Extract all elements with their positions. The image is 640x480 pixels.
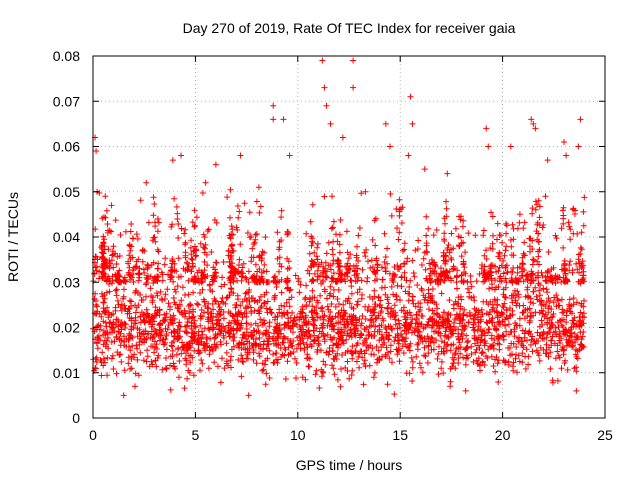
data-point-outlier <box>530 120 537 127</box>
data-point-outlier <box>575 143 582 150</box>
y-tick-label: 0.08 <box>53 48 80 64</box>
data-point-outlier <box>382 120 389 127</box>
x-tick-labels: 0 5 10 15 20 25 <box>89 427 613 443</box>
y-tick-label: 0.07 <box>53 93 80 109</box>
x-tick-label: 5 <box>192 427 200 443</box>
y-tick-label: 0.02 <box>53 320 80 336</box>
data-point-outlier <box>270 116 277 123</box>
y-tick-label: 0.06 <box>53 139 80 155</box>
data-point-outlier <box>237 152 244 159</box>
data-point-outlier <box>350 84 357 91</box>
data-point-outlier <box>386 143 393 150</box>
data-point-outlier <box>573 387 580 394</box>
data-point-outlier <box>319 57 326 64</box>
y-tick-label: 0.03 <box>53 274 80 290</box>
y-tick-label: 0.05 <box>53 184 80 200</box>
data-point-outlier <box>544 157 551 164</box>
data-point-outlier <box>255 184 262 191</box>
data-point-outlier <box>462 387 469 394</box>
data-point-outlier <box>407 93 414 100</box>
data-point-outlier <box>321 84 328 91</box>
data-point-outlier <box>339 134 346 141</box>
data-point-outlier <box>577 116 584 123</box>
x-tick-label: 15 <box>392 427 408 443</box>
data-point-outlier <box>409 120 416 127</box>
data-point-outlier <box>178 152 185 159</box>
data-point-outlier <box>286 152 293 159</box>
data-point-outlier <box>532 125 539 132</box>
y-tick-labels: 0 0.01 0.02 0.03 0.04 0.05 0.06 0.07 0.08 <box>53 48 80 426</box>
data-point-outlier <box>245 392 252 399</box>
grid-lines <box>93 56 605 418</box>
data-point-outlier <box>212 161 219 168</box>
x-tick-label: 10 <box>290 427 306 443</box>
data-point-outlier <box>108 202 115 209</box>
data-point-outlier <box>483 125 490 132</box>
data-point-outlier <box>561 138 568 145</box>
x-tick-label: 20 <box>495 427 511 443</box>
data-point-outlier <box>93 148 100 155</box>
data-point-outlier <box>202 179 209 186</box>
data-point-outlier <box>362 188 369 195</box>
data-point-outlier <box>507 143 514 150</box>
chart-title: Day 270 of 2019, Rate Of TEC Index for r… <box>183 20 516 36</box>
data-point-outlier <box>327 120 334 127</box>
data-point-outlier <box>270 102 277 109</box>
data-point-outlier <box>120 392 127 399</box>
y-tick-label: 0 <box>72 410 80 426</box>
y-tick-label: 0.04 <box>53 229 80 245</box>
axis-ticks <box>92 55 606 419</box>
data-point-cloud <box>90 186 588 398</box>
data-point-outlier <box>528 116 535 123</box>
data-point-outlier <box>169 157 176 164</box>
data-point-outlier <box>323 102 330 109</box>
x-axis-label: GPS time / hours <box>296 457 403 473</box>
x-tick-label: 0 <box>89 427 97 443</box>
data-point-outlier <box>405 152 412 159</box>
data-point-outlier <box>280 116 287 123</box>
data-point-outlier <box>102 193 109 200</box>
data-point-outlier <box>563 152 570 159</box>
data-point-outlier <box>485 143 492 150</box>
y-axis-label: ROTI / TECUs <box>5 192 21 282</box>
y-tick-label: 0.01 <box>53 365 80 381</box>
data-point-outlier <box>444 170 451 177</box>
data-point-outlier <box>350 57 357 64</box>
data-point-outlier <box>421 166 428 173</box>
x-tick-label: 25 <box>597 427 613 443</box>
data-point-outlier <box>143 179 150 186</box>
